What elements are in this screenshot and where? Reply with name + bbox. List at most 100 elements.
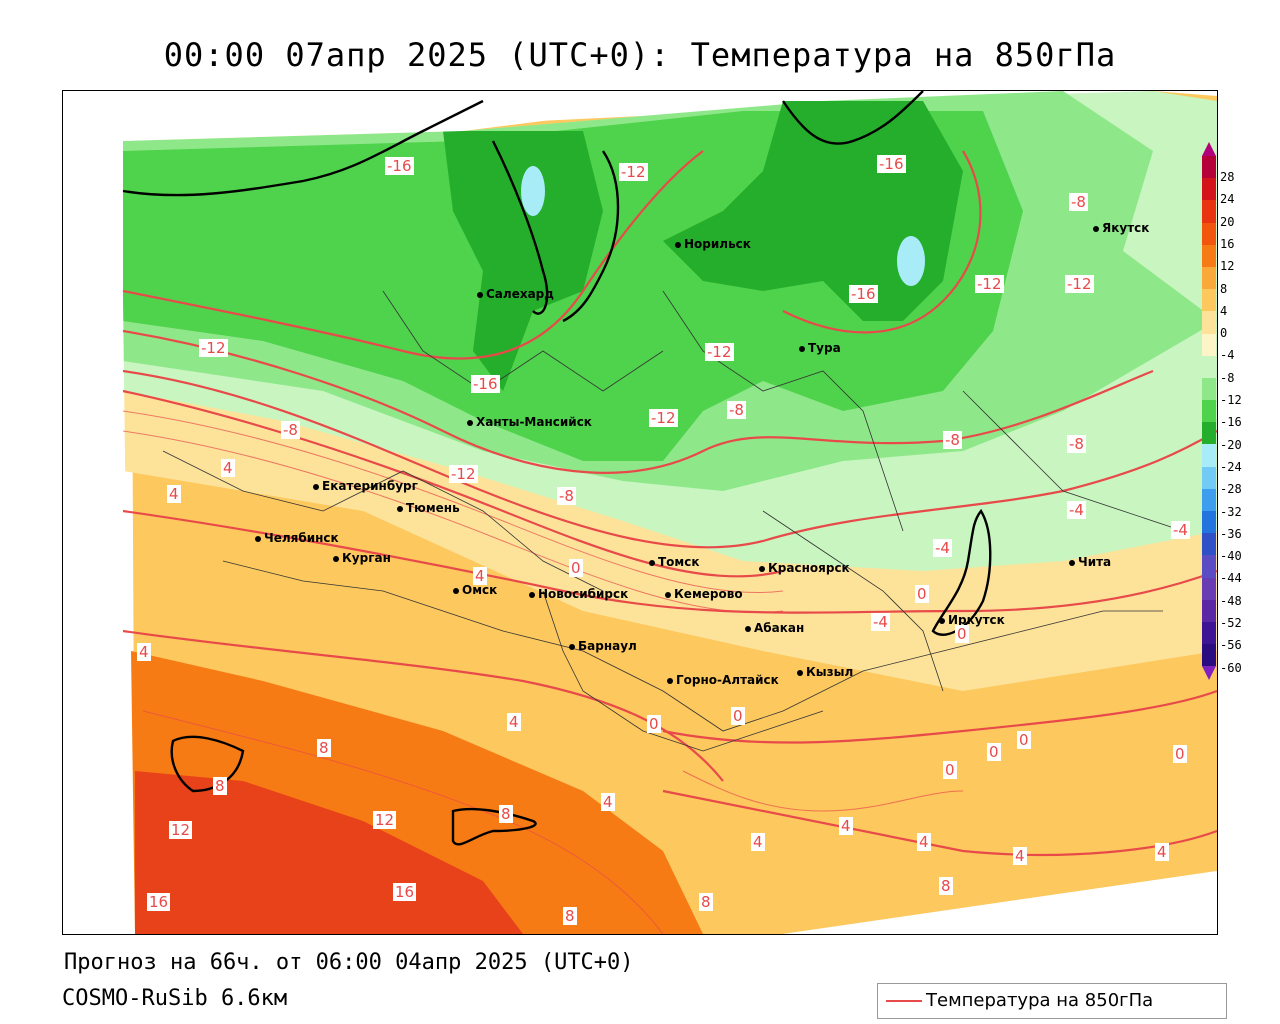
map-canvas — [63, 91, 1217, 934]
colorbar-tick-label: 28 — [1220, 170, 1235, 184]
forecast-info: Прогноз на 66ч. от 06:00 04апр 2025 (UTC… — [64, 950, 634, 975]
contour-label: 12 — [169, 821, 193, 839]
contour-label: 8 — [699, 893, 713, 911]
colorbar-tick-label: -28 — [1220, 482, 1242, 497]
city-marker-novosibirsk[interactable]: Новосибирск — [529, 587, 628, 601]
contour-label: 8 — [499, 805, 513, 823]
city-marker-norilsk[interactable]: Норильск — [675, 237, 751, 251]
city-marker-gorno-altaysk[interactable]: Горно-Алтайск — [667, 673, 779, 687]
colorbar-tick-label: -32 — [1220, 504, 1242, 519]
colorbar-segment — [1202, 555, 1216, 578]
out-of-domain-bottom-right — [783, 871, 1217, 934]
colorbar-segment — [1202, 621, 1216, 645]
contour-label: 8 — [563, 907, 577, 925]
city-marker-khanty-mansiysk[interactable]: Ханты-Мансийск — [467, 415, 592, 429]
contour-label: 4 — [1155, 843, 1169, 861]
colorbar-segment — [1202, 156, 1216, 179]
city-marker-tomsk[interactable]: Томск — [649, 555, 700, 569]
colorbar-tick-label: 0 — [1220, 326, 1228, 341]
colorbar-segment — [1202, 400, 1216, 423]
model-name: COSMO-RuSib 6.6км — [62, 986, 288, 1011]
colorbar-tick-label: -40 — [1220, 549, 1242, 564]
contour-label: 4 — [601, 793, 615, 811]
colorbar-segment — [1202, 511, 1216, 534]
region-border — [762, 510, 944, 692]
contour-label: -16 — [877, 155, 906, 173]
map-title: 00:00 07апр 2025 (UTC+0): Температура на… — [163, 36, 1117, 74]
city-marker-irkutsk[interactable]: Иркутск — [939, 613, 1005, 627]
colorbar-tick-label: -4 — [1220, 348, 1235, 363]
colorbar-segment — [1202, 488, 1216, 511]
contour-label: 0 — [987, 743, 1001, 761]
colorbar-segment — [1202, 422, 1216, 445]
out-of-domain-top-left — [63, 91, 1217, 141]
contour-label: 4 — [507, 713, 521, 731]
city-marker-tyumen[interactable]: Тюмень — [397, 501, 460, 515]
contour-label: 4 — [167, 485, 181, 503]
temperature-map[interactable]: Салехард Норильск Тура Якутск Ханты-Манс… — [62, 90, 1218, 935]
colorbar-segment — [1202, 311, 1216, 334]
colorbar-tick-label: -48 — [1220, 593, 1242, 608]
contour-label: 0 — [569, 559, 583, 577]
isotherm-line — [122, 389, 784, 578]
contour-label: 4 — [1013, 847, 1027, 865]
colorbar-segment — [1202, 200, 1216, 223]
contour-label: 0 — [955, 625, 969, 643]
lake-outline — [170, 735, 245, 793]
contour-label: 0 — [1173, 745, 1187, 763]
colorbar-tick-label: -56 — [1220, 638, 1242, 653]
coastline — [782, 91, 924, 145]
region-border — [542, 590, 824, 752]
lake-outline — [451, 807, 537, 846]
colorbar-segment — [1202, 466, 1216, 489]
city-marker-chita[interactable]: Чита — [1069, 555, 1111, 569]
region-border — [962, 390, 1184, 532]
cold-core-yamal — [443, 131, 603, 391]
city-marker-omsk[interactable]: Омск — [453, 583, 497, 597]
city-marker-chelyabinsk[interactable]: Челябинск — [255, 531, 339, 545]
colorbar-segment — [1202, 599, 1216, 622]
colorbar-tick-label: 24 — [1220, 192, 1235, 207]
colorbar-segment — [1202, 222, 1216, 245]
colorbar-tick-label: -36 — [1220, 526, 1242, 541]
city-marker-salekhard[interactable]: Салехард — [477, 287, 554, 301]
city-marker-kemerovo[interactable]: Кемерово — [665, 587, 743, 601]
city-marker-krasnoyarsk[interactable]: Красноярск — [759, 561, 850, 575]
contour-label: -12 — [975, 275, 1004, 293]
contour-label: 0 — [943, 761, 957, 779]
contour-label: -8 — [557, 487, 576, 505]
contour-label: 0 — [647, 715, 661, 733]
colorbar-segment — [1202, 377, 1216, 401]
contour-label: -8 — [727, 401, 746, 419]
isotherm-line — [122, 629, 724, 782]
contour-label: 16 — [147, 893, 171, 911]
isotherm-thin — [122, 430, 784, 614]
contour-label: -8 — [1067, 435, 1086, 453]
colorbar-segment — [1202, 355, 1216, 378]
contour-label: 4 — [751, 833, 765, 851]
contour-label: 8 — [939, 877, 953, 895]
isotherm-line — [782, 150, 982, 334]
contour-label: 8 — [213, 777, 227, 795]
contour-label: -12 — [449, 465, 478, 483]
contour-label: -4 — [933, 539, 952, 557]
city-marker-kyzyl[interactable]: Кызыл — [797, 665, 853, 679]
colorbar-tick-label: -20 — [1220, 437, 1242, 452]
contour-label: -4 — [1171, 521, 1190, 539]
colorbar-tick-label: 4 — [1220, 303, 1228, 318]
isotherm-line — [662, 789, 1217, 856]
contour-label: -12 — [199, 339, 228, 357]
colorbar-segment — [1202, 644, 1216, 667]
city-marker-yekaterinburg[interactable]: Екатеринбург — [313, 479, 418, 493]
city-marker-abakan[interactable]: Абакан — [745, 621, 804, 635]
contour-label: 0 — [915, 585, 929, 603]
contour-label: -12 — [619, 163, 648, 181]
city-marker-yakutsk[interactable]: Якутск — [1093, 221, 1149, 235]
contour-label: -12 — [705, 343, 734, 361]
colorbar-tick-label: 16 — [1220, 236, 1235, 251]
city-marker-barnaul[interactable]: Барнаул — [569, 639, 637, 653]
colorbar-segment — [1202, 178, 1216, 201]
contour-label: -8 — [1069, 193, 1088, 211]
city-marker-kurgan[interactable]: Курган — [333, 551, 391, 565]
city-marker-tura[interactable]: Тура — [799, 341, 841, 355]
